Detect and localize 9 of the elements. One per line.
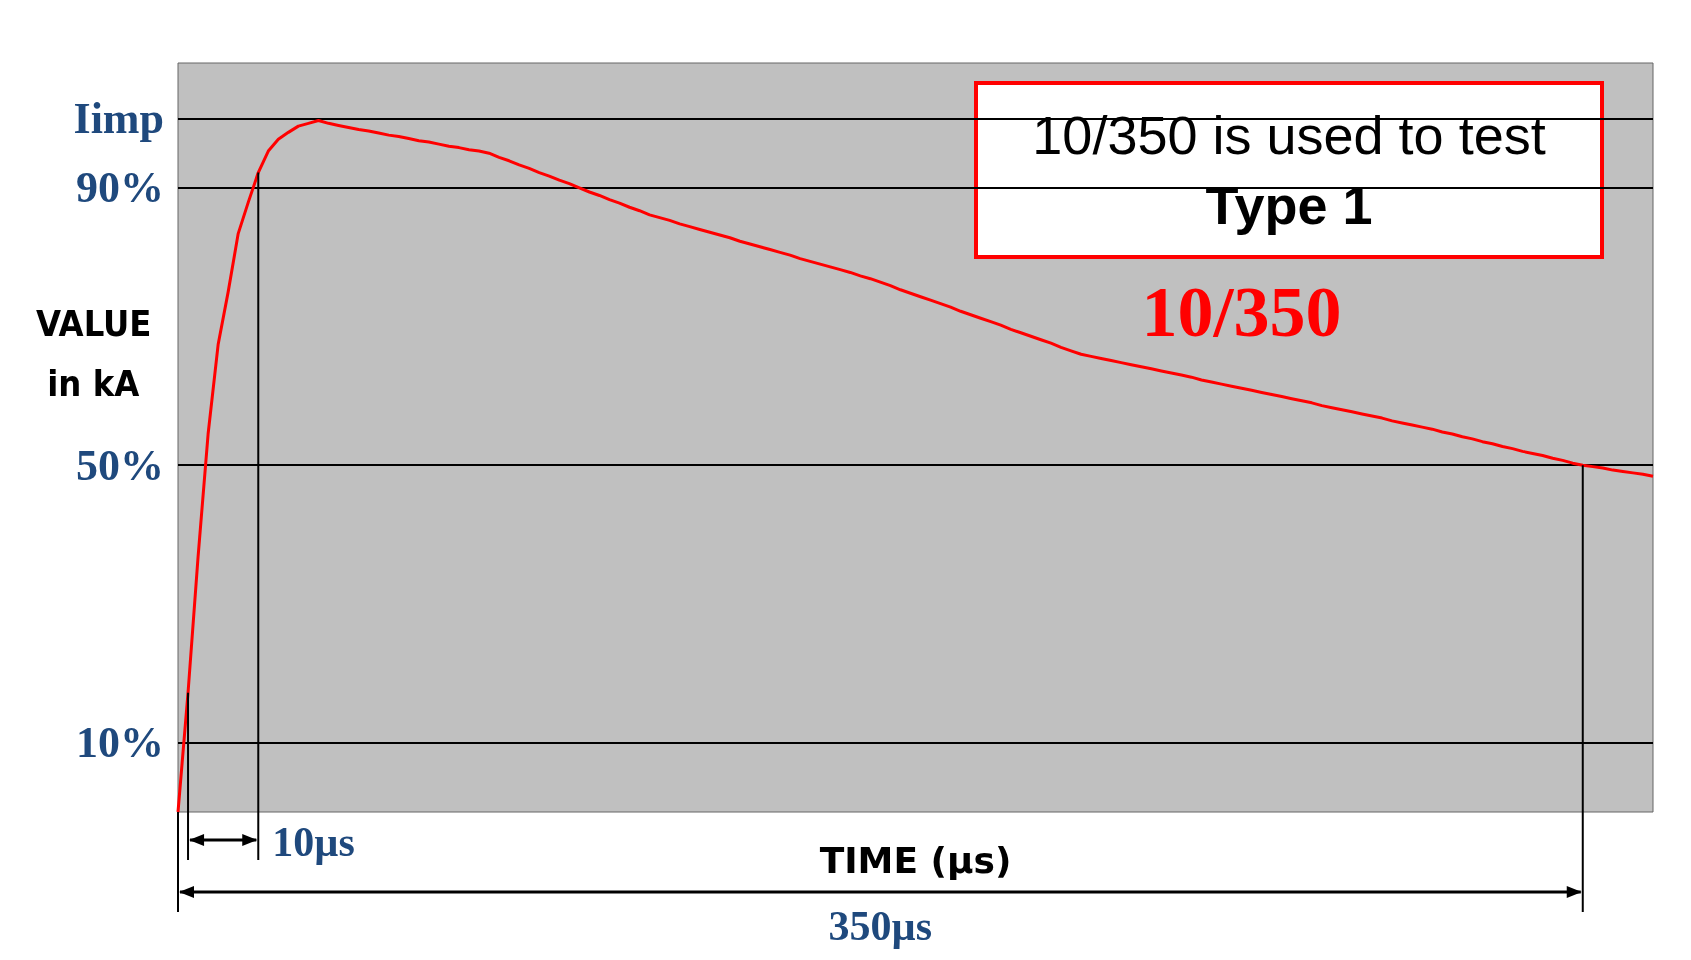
y-tick-label: 90%: [76, 163, 164, 213]
text: 350µs: [828, 903, 933, 949]
y-tick-label: 50%: [76, 440, 164, 490]
text: 10µs: [272, 819, 355, 865]
y-axis-title: VALUE in kA: [36, 302, 152, 404]
x-axis-title: TIME (µs): [819, 839, 1012, 881]
y-tick-label: Iimp: [73, 93, 164, 143]
y-tick-label: 10%: [76, 718, 164, 768]
series-label: 10/350: [1141, 272, 1342, 353]
